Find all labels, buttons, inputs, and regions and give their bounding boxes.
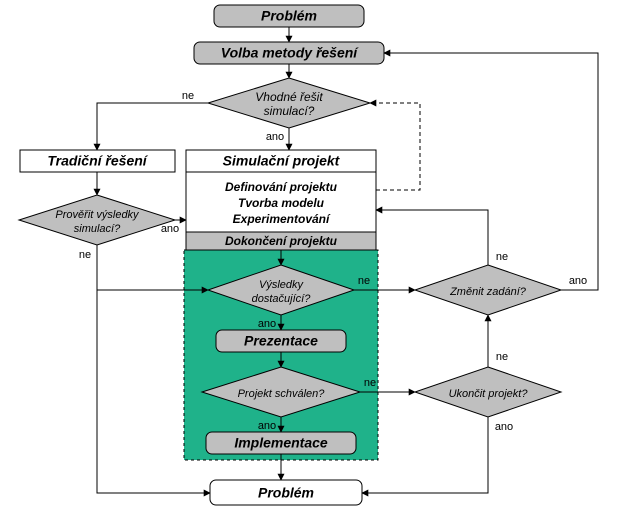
stage1-label: Definování projektu (225, 180, 338, 194)
edge-label-ne: ne (79, 249, 91, 261)
node-implementation: Implementace (206, 432, 356, 454)
terminate-label: Ukončit projekt? (449, 388, 529, 400)
flowchart: Problém Volba metody řešení Vhodné řešit… (0, 0, 621, 510)
edge-label-ano: ano (161, 223, 179, 235)
edge-label-ano: ano (258, 420, 276, 432)
edge-label-ne: ne (496, 251, 508, 263)
method-label: Volba metody řešení (221, 45, 360, 61)
verify-line2: simulací? (74, 223, 121, 235)
edge (376, 210, 488, 265)
sufficient-line2: dostačující? (252, 293, 312, 305)
edge-label-ano: ano (266, 131, 284, 143)
node-problem-top: Problém (214, 5, 364, 27)
suitable-line1: Vhodné řešit (255, 90, 323, 104)
edge (384, 53, 598, 290)
node-change: Změnit zadání? (415, 265, 561, 315)
change-label: Změnit zadání? (449, 286, 527, 298)
edge-label-ne: ne (182, 90, 194, 102)
edge-dashed (370, 103, 420, 190)
stage3-label: Experimentování (233, 212, 331, 226)
traditional-label: Tradiční řešení (47, 153, 148, 169)
verify-line1: Prověřit výsledky (55, 209, 140, 221)
node-sim-header: Simulační projekt (186, 150, 376, 172)
node-completion: Dokončení projektu (186, 232, 376, 250)
problem-top-label: Problém (261, 8, 317, 24)
node-verify: Prověřit výsledky simulací? (19, 195, 175, 245)
suitable-line2: simulací? (264, 104, 315, 118)
node-suitable: Vhodné řešit simulací? (208, 78, 370, 128)
edge (97, 103, 208, 150)
edge-label-ano: ano (569, 275, 587, 287)
node-problem-bot: Problém (210, 480, 362, 505)
edge-label-ne: ne (496, 351, 508, 363)
approved-label: Projekt schválen? (238, 388, 326, 400)
problem-bot-label: Problém (258, 485, 314, 501)
node-method: Volba metody řešení (194, 42, 384, 64)
presentation-label: Prezentace (244, 333, 318, 349)
sim-header-label: Simulační projekt (223, 153, 341, 169)
node-terminate: Ukončit projekt? (415, 367, 561, 417)
completion-label: Dokončení projektu (225, 234, 338, 248)
sufficient-line1: Výsledky (259, 279, 305, 291)
edge-label-ano: ano (258, 318, 276, 330)
node-traditional: Tradiční řešení (20, 150, 175, 172)
edge-label-ne: ne (364, 377, 376, 389)
edge-label-ne: ne (358, 275, 370, 287)
stage2-label: Tvorba modelu (238, 196, 325, 210)
edge (362, 417, 488, 493)
edge-label-ano: ano (495, 421, 513, 433)
implementation-label: Implementace (234, 435, 328, 451)
node-presentation: Prezentace (216, 330, 346, 352)
